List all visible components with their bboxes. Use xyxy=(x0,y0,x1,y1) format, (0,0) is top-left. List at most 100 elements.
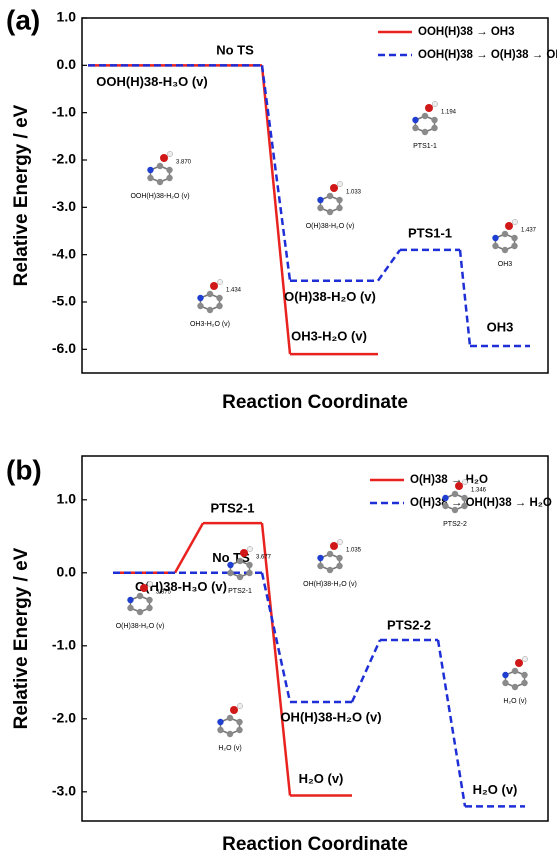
atom xyxy=(492,234,499,242)
level-label: PTS1-1 xyxy=(408,225,452,240)
atom xyxy=(146,596,153,604)
atom xyxy=(421,112,429,120)
atom xyxy=(236,557,244,565)
legend-label: OOH(H)38 → O(H)38 → OH3 xyxy=(418,49,557,61)
level-label: OH3-H₂O (v) xyxy=(291,329,367,344)
atom xyxy=(167,151,173,157)
atom xyxy=(147,166,154,174)
atom xyxy=(226,730,234,738)
atom xyxy=(330,184,338,192)
y-tick-label: 1.0 xyxy=(57,491,77,507)
atom xyxy=(206,290,214,298)
atom xyxy=(421,128,429,136)
level-label: PTS2-1 xyxy=(210,501,254,516)
atom xyxy=(432,101,438,107)
atom xyxy=(492,242,499,250)
atom xyxy=(216,294,223,302)
atom xyxy=(512,219,518,225)
y-tick-label: -1.0 xyxy=(52,103,76,119)
level-label: O(H)38-H₃O (v) xyxy=(135,579,227,594)
molecule-sketch xyxy=(227,546,253,581)
atom xyxy=(455,482,463,490)
atom xyxy=(317,204,324,212)
atom xyxy=(336,196,343,204)
atom xyxy=(501,246,509,254)
x-axis-label: Reaction Coordinate xyxy=(222,834,408,855)
atom xyxy=(217,718,224,726)
atom xyxy=(240,549,248,557)
y-tick-label: -5.0 xyxy=(52,293,76,309)
inset-distance: 1.346 xyxy=(471,488,487,494)
y-tick-label: -3.0 xyxy=(52,783,76,799)
panel-label: (a) xyxy=(6,4,40,35)
inset-distance: 3.677 xyxy=(256,555,272,561)
connector xyxy=(260,65,292,355)
atom xyxy=(431,124,438,132)
level-label: O(H)38-H₂O (v) xyxy=(284,289,376,304)
molecule-sketch xyxy=(442,479,468,514)
atom xyxy=(451,506,459,514)
atom xyxy=(237,703,243,709)
atom xyxy=(336,204,343,212)
atom xyxy=(197,294,204,302)
atom xyxy=(147,174,154,182)
atom xyxy=(197,302,204,310)
inset-caption: OH(H)38-H₂O (v) xyxy=(303,581,357,588)
x-axis-label: Reaction Coordinate xyxy=(222,392,408,413)
legend-label: O(H)38 → OH(H)38 → H₂O xyxy=(410,497,552,509)
atom xyxy=(521,679,528,687)
atom xyxy=(412,124,419,132)
y-tick-label: -6.0 xyxy=(52,340,76,356)
y-tick-label: -1.0 xyxy=(52,637,76,653)
molecule-sketch xyxy=(127,581,153,616)
atom xyxy=(246,561,253,569)
atom xyxy=(146,604,153,612)
atom xyxy=(156,178,164,186)
molecule-sketch xyxy=(197,279,223,314)
connector xyxy=(376,249,402,282)
level-label: H₂O (v) xyxy=(299,771,344,786)
atom xyxy=(442,494,449,502)
atom xyxy=(246,569,253,577)
atom xyxy=(451,490,459,498)
y-tick-label: 0.0 xyxy=(57,564,77,580)
inset-distance: 1.437 xyxy=(521,228,537,234)
molecule-sketch xyxy=(317,181,343,216)
legend-label: OOH(H)38 → OH3 xyxy=(418,26,515,38)
atom xyxy=(511,667,519,675)
level-label: OH(H)38-H₂O (v) xyxy=(280,709,381,724)
atom xyxy=(521,671,528,679)
inset-distance: 1.434 xyxy=(226,288,242,294)
y-axis-label: Relative Energy / eV xyxy=(11,104,32,286)
level-label: OH3 xyxy=(487,319,514,334)
atom xyxy=(412,116,419,124)
atom xyxy=(317,196,324,204)
atom xyxy=(326,550,334,558)
y-tick-label: -2.0 xyxy=(52,710,76,726)
molecule-sketch xyxy=(147,151,173,186)
connector xyxy=(260,523,292,796)
atom xyxy=(217,279,223,285)
atom xyxy=(136,592,144,600)
atom xyxy=(442,502,449,510)
molecule-sketch xyxy=(217,703,243,738)
atom xyxy=(127,604,134,612)
inset-caption: H₂O (v) xyxy=(218,745,241,752)
level-label: PTS2-2 xyxy=(387,617,431,632)
atom xyxy=(317,562,324,570)
panel-label: (b) xyxy=(6,454,42,485)
annotation: No TS xyxy=(216,42,254,57)
connector xyxy=(350,639,382,703)
atom xyxy=(522,656,528,662)
atom xyxy=(147,581,153,587)
inset-caption: OOH(H)38-H₂O (v) xyxy=(130,193,189,200)
molecule-sketch xyxy=(412,101,438,136)
atom xyxy=(461,502,468,510)
connector xyxy=(260,65,292,281)
atom xyxy=(326,192,334,200)
atom xyxy=(425,104,433,112)
atom xyxy=(511,234,518,242)
inset-distance: 3.870 xyxy=(176,160,192,166)
atom xyxy=(160,154,168,162)
atom xyxy=(461,494,468,502)
